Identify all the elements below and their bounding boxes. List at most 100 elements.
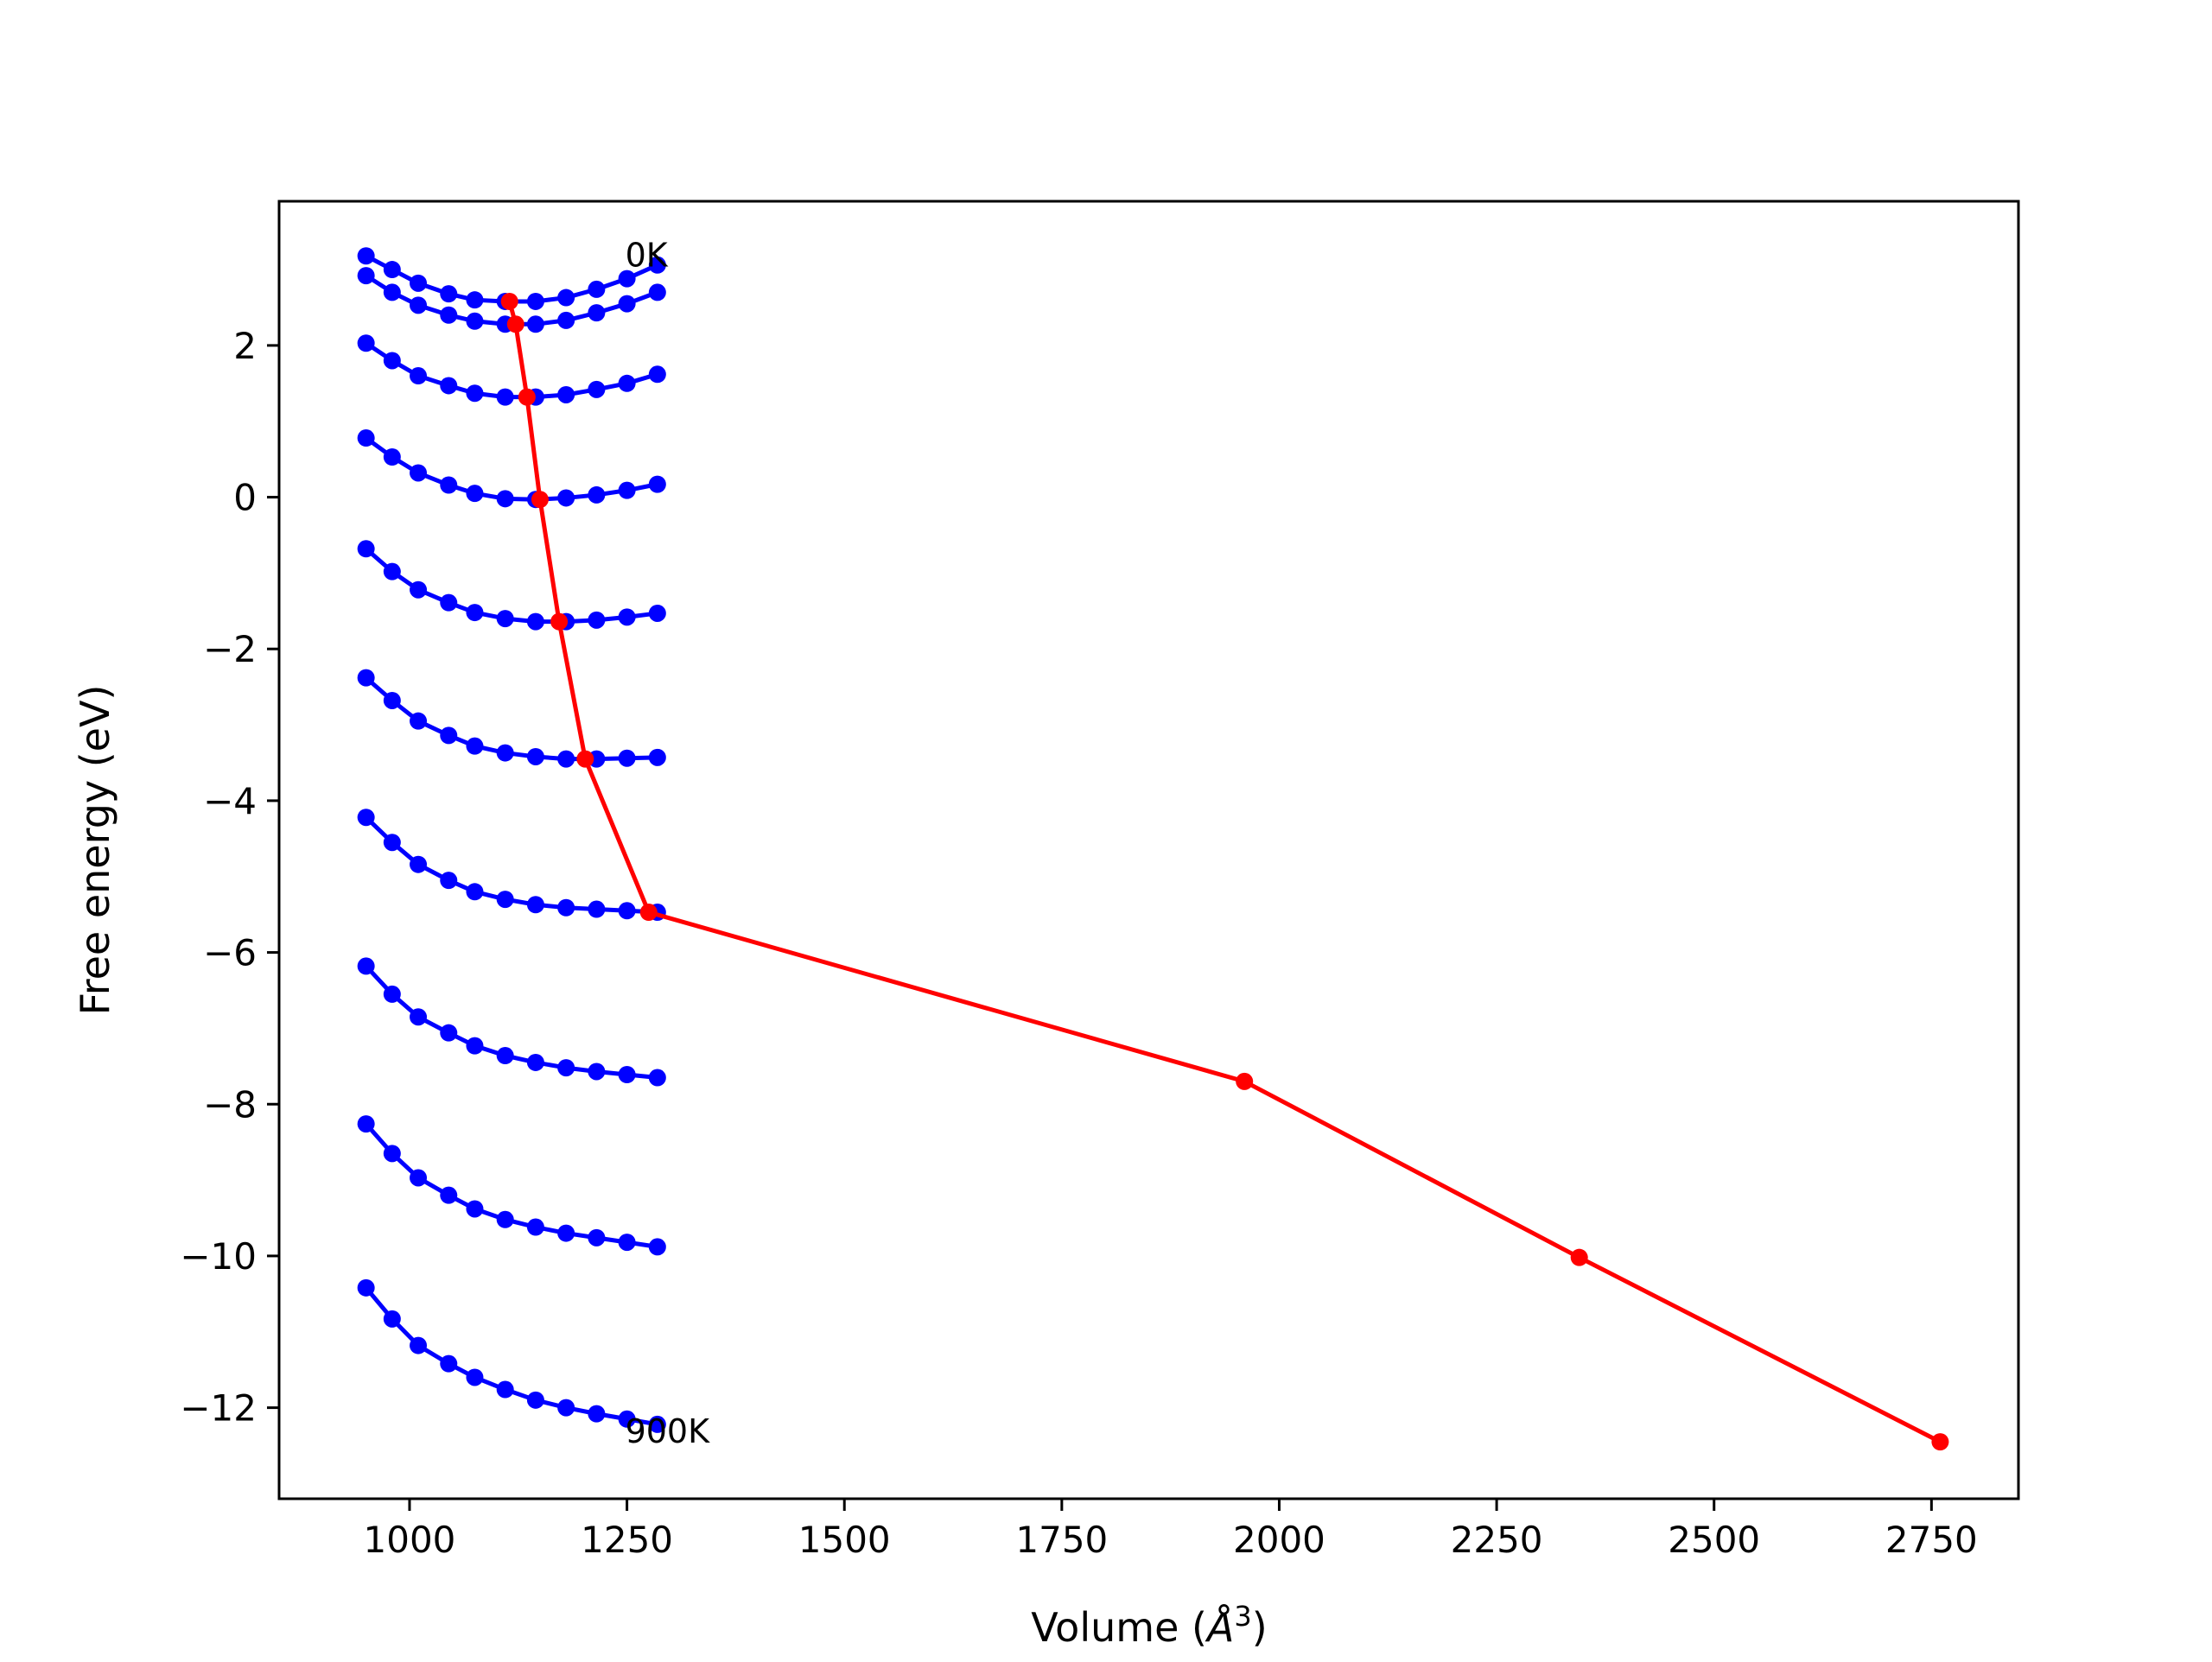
isotherm-point-4-3 <box>440 593 458 612</box>
isotherm-point-8-7 <box>557 1224 575 1242</box>
isotherm-point-9-9 <box>618 1410 636 1428</box>
minimum-energy-point-0 <box>500 292 518 310</box>
minimum-energy-point-6 <box>639 904 658 922</box>
isotherm-line-3 <box>365 436 658 502</box>
isotherm-point-5-7 <box>557 750 575 768</box>
isotherm-point-5-5 <box>496 744 514 762</box>
isotherm-point-4-2 <box>410 580 428 599</box>
x-tick-label-0: 1000 <box>364 1519 456 1561</box>
isotherm-point-3-1 <box>383 448 401 466</box>
isotherm-point-8-4 <box>466 1200 484 1218</box>
isotherm-point-5-6 <box>526 747 544 765</box>
isotherm-point-0-0 <box>357 247 375 265</box>
minimum-energy-point-9 <box>1931 1433 1949 1451</box>
minimum-energy-point-2 <box>518 388 536 406</box>
isotherm-point-0-2 <box>410 274 428 292</box>
isotherm-point-4-10 <box>648 604 666 622</box>
isotherm-point-6-7 <box>557 898 575 917</box>
isotherm-point-2-3 <box>440 377 458 395</box>
isotherm-point-3-2 <box>410 464 428 482</box>
isotherm-point-5-2 <box>410 712 428 730</box>
isotherm-point-1-9 <box>618 295 636 313</box>
isotherm-point-8-3 <box>440 1186 458 1204</box>
minimum-energy-point-3 <box>531 491 549 509</box>
isotherm-point-0-4 <box>466 291 484 309</box>
isotherm-point-1-1 <box>383 283 401 301</box>
isotherm-point-5-10 <box>648 748 666 766</box>
isotherm-point-8-8 <box>588 1228 606 1246</box>
isotherm-point-3-9 <box>618 481 636 499</box>
isotherm-point-4-5 <box>496 610 514 628</box>
isotherm-point-4-6 <box>526 612 544 631</box>
isotherm-point-7-0 <box>357 957 375 975</box>
isotherm-point-4-8 <box>588 611 606 629</box>
isotherm-point-7-5 <box>496 1047 514 1065</box>
y-tick-label-0: 2 <box>233 325 257 367</box>
isotherm-line-4 <box>365 547 658 625</box>
isotherm-point-2-0 <box>357 334 375 352</box>
y-tick-label-5: −8 <box>203 1083 257 1126</box>
isotherm-point-7-7 <box>557 1059 575 1077</box>
isotherm-point-4-4 <box>466 604 484 622</box>
isotherm-point-0-3 <box>440 285 458 303</box>
x-tick-label-7: 2750 <box>1885 1519 1978 1561</box>
isotherm-point-2-4 <box>466 384 484 403</box>
isotherm-point-6-2 <box>410 855 428 873</box>
isotherm-point-2-1 <box>383 352 401 370</box>
y-tick-label-7: −12 <box>180 1387 257 1430</box>
plot-marks <box>357 247 1949 1451</box>
isotherm-point-3-10 <box>648 475 666 493</box>
x-tick-label-6: 2500 <box>1668 1519 1760 1561</box>
isotherm-point-7-10 <box>648 1069 666 1087</box>
isotherm-line-8 <box>364 1122 658 1249</box>
isotherm-point-8-2 <box>410 1169 428 1187</box>
annotation-1: 900K <box>626 1412 711 1450</box>
isotherm-point-0-8 <box>588 280 606 298</box>
isotherm-point-7-4 <box>466 1037 484 1055</box>
isotherm-point-0-7 <box>557 289 575 307</box>
isotherm-point-6-5 <box>496 891 514 909</box>
isotherm-point-6-4 <box>466 883 484 901</box>
isotherm-point-5-9 <box>618 749 636 767</box>
isotherm-point-9-4 <box>466 1368 484 1386</box>
isotherm-point-1-2 <box>410 296 428 314</box>
x-tick-label-3: 1750 <box>1015 1519 1108 1561</box>
isotherm-point-1-0 <box>357 267 375 285</box>
isotherm-point-4-1 <box>383 562 401 580</box>
isotherm-point-0-10 <box>648 256 666 274</box>
isotherm-point-8-10 <box>648 1238 666 1256</box>
minimum-energy-point-7 <box>1236 1072 1254 1090</box>
x-tick-label-1: 1250 <box>581 1519 673 1561</box>
isotherm-point-9-7 <box>557 1399 575 1417</box>
isotherm-point-1-3 <box>440 306 458 324</box>
isotherm-point-1-10 <box>648 283 666 301</box>
y-tick-label-6: −10 <box>180 1235 257 1278</box>
isotherm-point-1-8 <box>588 304 606 322</box>
x-axis-label: Volume (Å3) <box>1031 1600 1267 1651</box>
isotherm-point-8-1 <box>383 1145 401 1163</box>
isotherm-point-8-5 <box>496 1210 514 1228</box>
x-tick-label-5: 2250 <box>1451 1519 1543 1561</box>
isotherm-point-9-2 <box>410 1336 428 1354</box>
x-tick-label-4: 2000 <box>1233 1519 1325 1561</box>
y-tick-label-4: −6 <box>203 932 257 974</box>
minimum-energy-point-1 <box>506 315 524 333</box>
isotherm-point-8-9 <box>618 1234 636 1252</box>
y-axis-ticks: 2 0 −2 −4 −6 −8 −10 −12 <box>180 325 279 1430</box>
isotherm-point-6-1 <box>383 834 401 852</box>
isotherm-point-5-1 <box>383 691 401 709</box>
isotherm-point-1-4 <box>466 312 484 330</box>
chart-annotations: 0K 900K <box>626 236 711 1449</box>
isotherm-point-2-5 <box>496 388 514 406</box>
isotherm-point-4-9 <box>618 608 636 626</box>
isotherm-point-6-3 <box>440 872 458 890</box>
isotherm-point-3-3 <box>440 476 458 494</box>
isotherm-point-2-7 <box>557 385 575 403</box>
isotherm-point-3-8 <box>588 485 606 504</box>
isotherm-point-7-9 <box>618 1065 636 1083</box>
isotherm-point-2-2 <box>410 367 428 385</box>
isotherm-point-9-10 <box>648 1415 666 1433</box>
isotherm-point-0-9 <box>618 270 636 288</box>
